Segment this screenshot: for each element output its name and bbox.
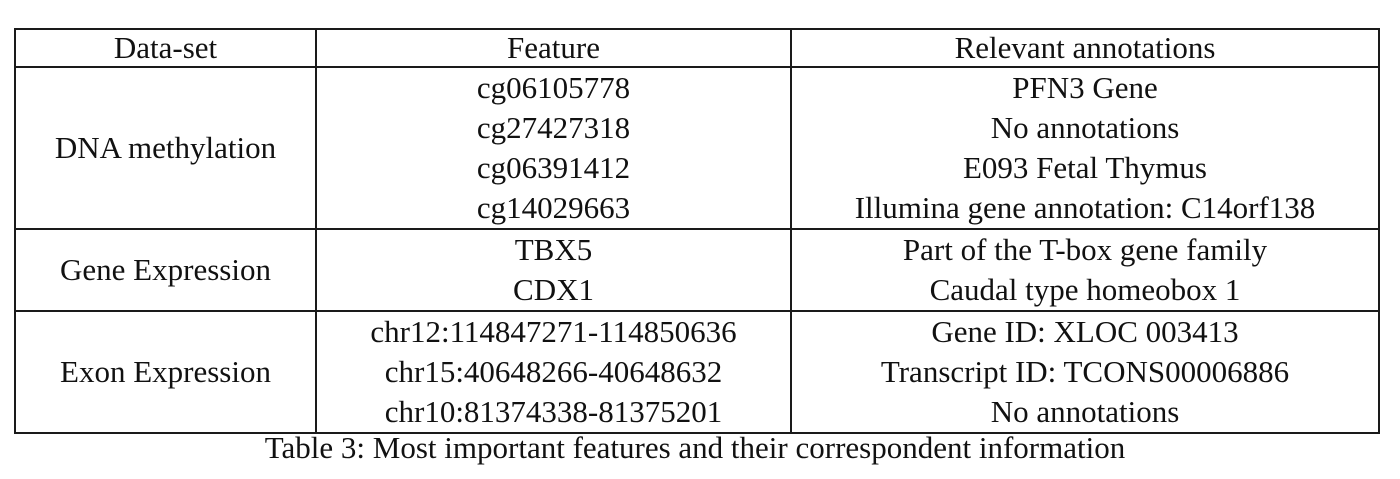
table-row: cg06391412 E093 Fetal Thymus	[15, 148, 1380, 188]
features-table-container: Data-set Feature Relevant annotations DN…	[14, 28, 1380, 434]
table-row: cg27427318 No annotations	[15, 108, 1380, 148]
table-row: chr15:40648266-40648632 Transcript ID: T…	[15, 352, 1380, 392]
annotation-cell: Transcript ID: TCONS00006886	[790, 352, 1380, 392]
table-row: Gene Expression TBX5 Part of the T-box g…	[14, 229, 1380, 311]
dataset-cell: Gene Expression	[14, 229, 317, 311]
dataset-cell: DNA methylation	[14, 67, 317, 229]
annotation-cell: Part of the T-box gene family	[790, 229, 1380, 270]
group-dna-methylation: DNA methylation cg06105778 PFN3 Gene cg2…	[14, 67, 1380, 229]
group-exon-expression: Exon Expression chr12:114847271-11485063…	[14, 311, 1380, 433]
feature-cell: cg06391412	[315, 148, 792, 188]
feature-cell: chr15:40648266-40648632	[315, 352, 792, 392]
feature-cell: CDX1	[315, 270, 792, 311]
annotation-cell: No annotations	[790, 108, 1380, 148]
feature-cell: chr10:81374338-81375201	[315, 392, 792, 433]
annotation-cell: No annotations	[790, 392, 1380, 433]
table-header: Data-set Feature Relevant annotations	[14, 29, 1380, 68]
table-row: Exon Expression chr12:114847271-11485063…	[14, 311, 1380, 433]
features-table: Data-set Feature Relevant annotations DN…	[14, 28, 1380, 434]
group-gene-expression: Gene Expression TBX5 Part of the T-box g…	[14, 229, 1380, 311]
feature-cell: chr12:114847271-114850636	[315, 311, 792, 352]
annotation-cell: E093 Fetal Thymus	[790, 148, 1380, 188]
header-dataset: Data-set	[14, 29, 317, 68]
header-annotations: Relevant annotations	[790, 29, 1380, 68]
feature-cell: cg14029663	[315, 188, 792, 229]
table-caption: Table 3: Most important features and the…	[264, 430, 1126, 465]
annotation-cell: Caudal type homeobox 1	[790, 270, 1380, 311]
annotation-cell: Illumina gene annotation: C14orf138	[790, 188, 1380, 229]
table-row: chr10:81374338-81375201 No annotations	[15, 392, 1380, 433]
header-feature: Feature	[315, 29, 792, 68]
table-row: CDX1 Caudal type homeobox 1	[15, 270, 1380, 311]
annotation-cell: PFN3 Gene	[790, 67, 1380, 108]
table-row: DNA methylation cg06105778 PFN3 Gene	[14, 67, 1380, 229]
table-row: cg14029663 Illumina gene annotation: C14…	[15, 188, 1380, 229]
header-row: Data-set Feature Relevant annotations	[14, 29, 1380, 68]
feature-cell: cg27427318	[315, 108, 792, 148]
feature-cell: cg06105778	[315, 67, 792, 108]
dataset-cell: Exon Expression	[14, 311, 317, 433]
feature-cell: TBX5	[315, 229, 792, 270]
annotation-cell: Gene ID: XLOC 003413	[790, 311, 1380, 352]
